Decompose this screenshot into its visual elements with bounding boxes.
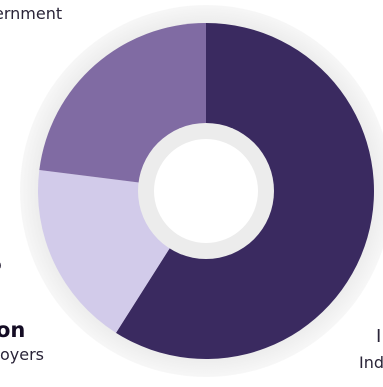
label-right-line1: I (376, 326, 382, 347)
label-industry: Ind (359, 353, 383, 372)
label-government: ernment (0, 4, 63, 23)
label-left-line1: o (0, 255, 2, 274)
label-employers: oyers (0, 345, 45, 364)
donut-hole (154, 139, 258, 243)
label-left-line2: on (0, 318, 26, 342)
